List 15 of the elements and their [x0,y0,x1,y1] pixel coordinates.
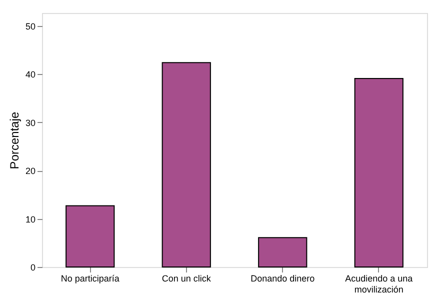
x-tick-label: Acudiendo a una movilización [345,274,413,294]
bar [66,205,115,268]
y-tick-label: 30 [25,118,36,128]
y-tick-label: 0 [30,262,36,272]
x-tick-label: Con un click [162,274,212,284]
y-tick-label: 40 [25,70,36,80]
y-axis-title: Porcentaje [7,111,22,170]
bar [162,62,211,268]
y-tick-label: 20 [25,166,36,176]
x-tick-label: Donando dinero [250,274,315,284]
bar [354,78,404,268]
bar [258,237,308,268]
y-tick-label: 50 [25,22,36,32]
y-tick-label: 10 [25,214,36,224]
x-tick-label: No participaría [60,274,120,284]
